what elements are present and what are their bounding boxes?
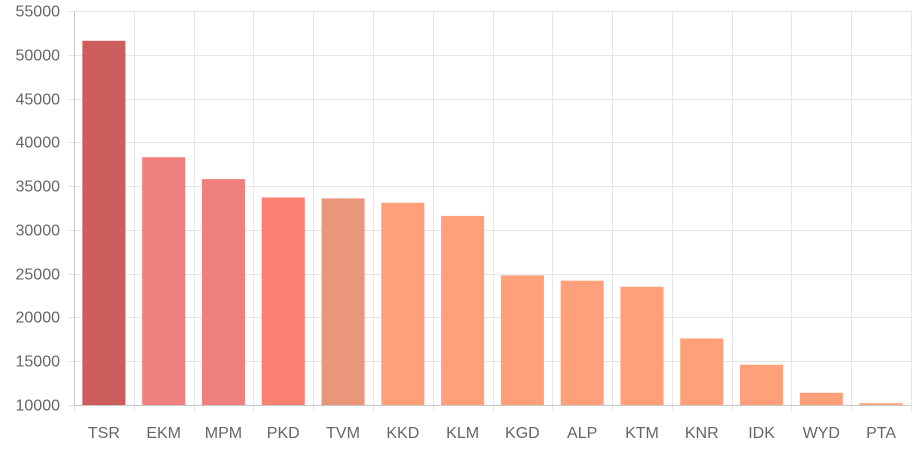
y-tick-label: 15000 [16, 354, 61, 371]
y-tick-label: 40000 [16, 135, 61, 152]
bar-pta [859, 403, 903, 405]
bar-ekm [142, 157, 186, 405]
y-tick-label: 10000 [16, 398, 61, 415]
y-tick-label: 55000 [16, 4, 61, 21]
bar-layer [82, 40, 903, 405]
bar-klm [441, 215, 485, 405]
bar-wyd [799, 392, 843, 405]
y-tick-label: 50000 [16, 48, 61, 65]
x-tick-label: IDK [748, 425, 775, 442]
axis-layer [74, 11, 911, 406]
bar-knr [680, 338, 724, 405]
x-tick-label: KTM [625, 425, 659, 442]
x-tick-label: EKM [146, 425, 181, 442]
x-tick-label: WYD [803, 425, 840, 442]
y-tick-label: 45000 [16, 92, 61, 109]
x-tick-label: PKD [267, 425, 300, 442]
y-tick-label: 20000 [16, 310, 61, 327]
bar-ktm [620, 286, 664, 405]
x-tick-label: ALP [567, 425, 597, 442]
x-tick-label: TVM [326, 425, 360, 442]
y-tick-label: 25000 [16, 267, 61, 284]
grid-layer [68, 11, 912, 411]
bar-kkd [381, 202, 425, 405]
bar-alp [560, 280, 604, 405]
x-tick-label: KLM [446, 425, 479, 442]
x-tick-label: MPM [205, 425, 242, 442]
bar-kgd [500, 275, 544, 405]
x-tick-label: KKD [386, 425, 419, 442]
y-tick-label: 35000 [16, 179, 61, 196]
x-tick-label: TSR [88, 425, 120, 442]
bar-tsr [82, 40, 126, 405]
x-tick-label: KGD [505, 425, 540, 442]
x-tick-label: PTA [866, 425, 896, 442]
y-tick-label: 30000 [16, 223, 61, 240]
label-layer: 10000 15000 20000 25000 30000 35000 40000 45000… [16, 4, 897, 443]
bar-tvm [321, 198, 365, 405]
x-tick-label: KNR [685, 425, 719, 442]
bar-idk [740, 364, 784, 405]
bar-mpm [201, 179, 245, 405]
bar-pkd [261, 197, 305, 405]
